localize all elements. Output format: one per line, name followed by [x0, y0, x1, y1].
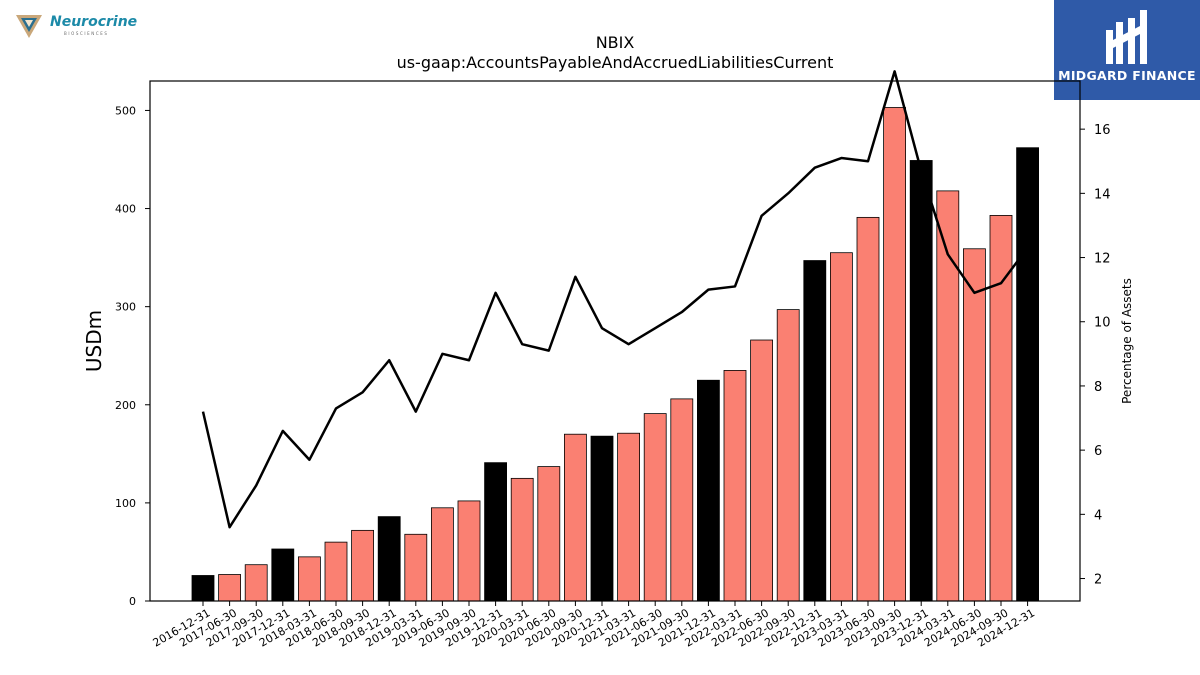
- bar: [457, 500, 481, 602]
- y-tick-label: 0: [129, 595, 136, 608]
- y2-tick-label: 16: [1094, 123, 1111, 138]
- bar-series: [191, 107, 1039, 602]
- bar: [484, 462, 508, 602]
- bar: [271, 548, 295, 602]
- y2-axis-label: Percentage of Assets: [1120, 278, 1134, 404]
- bar: [830, 252, 853, 602]
- midgard-emblem-icon: [1106, 10, 1147, 64]
- y2-tick-label: 14: [1094, 187, 1111, 202]
- bar: [776, 309, 800, 602]
- y2-tick-label: 10: [1094, 316, 1111, 331]
- neurocrine-logo-text: Neurocrine: [50, 14, 138, 30]
- y2-tick-label: 2: [1094, 573, 1102, 588]
- bar: [191, 575, 215, 602]
- x-axis: 2016-12-312017-06-302017-09-302017-12-31…: [151, 601, 1037, 650]
- y-tick-label: 400: [115, 203, 136, 216]
- chart-subtitle: us-gaap:AccountsPayableAndAccruedLiabili…: [397, 53, 834, 72]
- neurocrine-logo-subtext: BIOSCIENCES: [64, 31, 109, 36]
- bar: [324, 541, 348, 602]
- bar: [218, 574, 242, 602]
- bar: [883, 107, 906, 602]
- plot-area-frame: [149, 80, 1081, 602]
- midgard-finance-logo-text: MIDGARD FINANCE: [1058, 68, 1196, 83]
- bar: [404, 533, 428, 602]
- y2-tick-label: 8: [1094, 380, 1102, 395]
- midgard-finance-logo: MIDGARD FINANCE: [1054, 0, 1200, 100]
- bar: [856, 216, 880, 602]
- bar: [963, 248, 986, 602]
- bar: [297, 556, 321, 602]
- bar: [803, 260, 827, 602]
- bar: [1016, 147, 1039, 602]
- y-tick-label: 100: [115, 497, 136, 510]
- y2-tick-label: 4: [1094, 508, 1102, 523]
- bar: [244, 564, 268, 602]
- bar: [909, 160, 933, 602]
- y-axis-label: USDm: [82, 310, 106, 372]
- neurocrine-logo: Neurocrine BIOSCIENCES: [14, 12, 154, 42]
- line-series: [201, 70, 1029, 529]
- percentage-line: [201, 70, 1029, 529]
- bar: [750, 339, 773, 602]
- bar: [590, 435, 614, 602]
- y-tick-label: 200: [115, 399, 136, 412]
- y2-tick-label: 6: [1094, 444, 1102, 459]
- bar: [430, 507, 454, 602]
- bar: [510, 477, 534, 602]
- triangle-logo-icon: [16, 15, 42, 38]
- bar: [670, 398, 694, 602]
- bar: [537, 466, 561, 602]
- bar: [377, 516, 401, 602]
- y-tick-label: 500: [115, 104, 136, 117]
- bar: [643, 413, 667, 602]
- y-tick-label: 300: [115, 301, 136, 314]
- y2-tick-label: 12: [1094, 252, 1111, 267]
- bar: [697, 379, 720, 602]
- bar: [351, 529, 375, 602]
- right-y-axis: 2 4 6 8 10 12 14 16: [1080, 123, 1111, 588]
- bar: [564, 433, 587, 602]
- chart-title: NBIX: [596, 33, 635, 52]
- bar: [723, 370, 747, 602]
- bar: [617, 432, 640, 602]
- left-y-axis: 0 100 200 300 400 500: [115, 104, 150, 608]
